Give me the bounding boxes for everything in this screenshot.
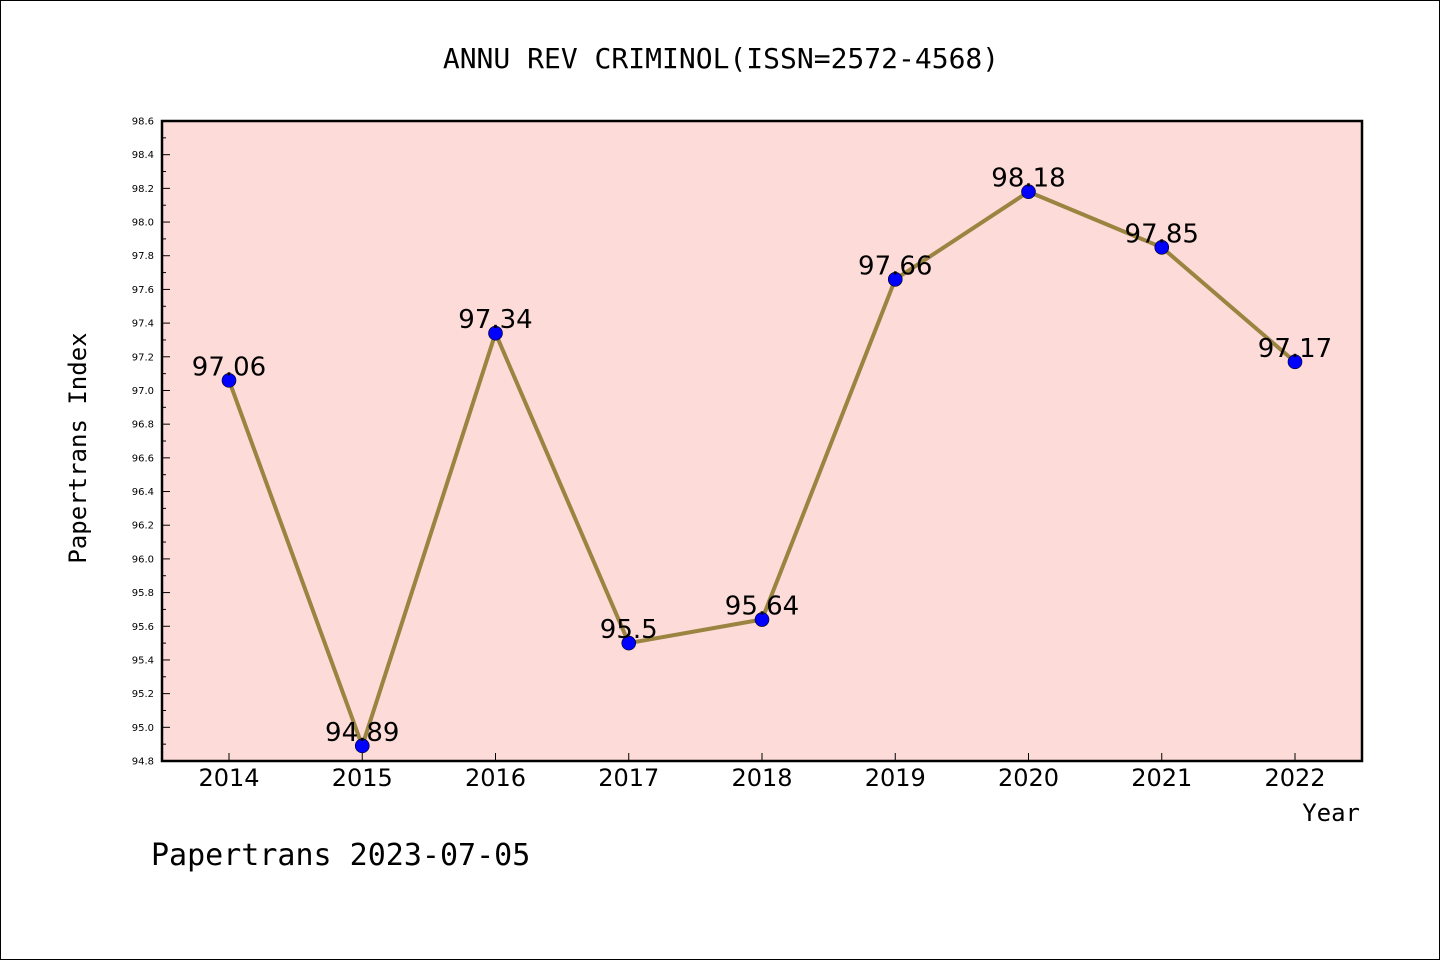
- data-point: [1154, 240, 1170, 255]
- y-tick-label: 94.8: [132, 757, 154, 768]
- data-point: [354, 738, 370, 754]
- y-tick-label: 98.6: [132, 117, 154, 128]
- x-tick-label: 2022: [1264, 764, 1325, 792]
- y-tick-label: 98.4: [132, 150, 154, 161]
- data-label: 94.89: [325, 718, 399, 748]
- x-tick-label: 2018: [731, 764, 792, 792]
- x-tick-label: 2016: [465, 764, 526, 792]
- plot-area: [162, 121, 1362, 761]
- data-label: 97.66: [858, 251, 932, 281]
- y-tick-label: 97.6: [132, 285, 154, 296]
- x-tick-label: 2021: [1131, 764, 1192, 792]
- y-tick-label: 97.4: [132, 319, 154, 330]
- y-axis: 94.8 95.0 95.2 95.4 95.6 95.8 96.0 96.2 96.4 96.6…: [132, 117, 170, 768]
- data-point: [1021, 184, 1036, 200]
- y-tick-label: 97.2: [132, 352, 154, 363]
- data-point: [221, 373, 237, 388]
- y-tick-label: 95.6: [132, 622, 154, 633]
- plot-border: [160, 119, 1364, 763]
- y-tick-label: 95.2: [132, 689, 154, 700]
- series-group: 97.06 94.89 97.34 95.5 95.64 97.66 98.18 97.85 9…: [192, 164, 1332, 754]
- y-tick-label: 95.8: [132, 588, 154, 599]
- data-point: [621, 635, 637, 651]
- x-tick-label: 2017: [598, 764, 659, 792]
- data-label: 97.85: [1125, 219, 1199, 249]
- data-label: 97.17: [1258, 334, 1332, 364]
- x-tick-label: 2020: [998, 764, 1059, 792]
- y-tick-label: 96.8: [132, 420, 154, 431]
- y-tick-label: 96.0: [132, 554, 154, 565]
- data-point: [488, 325, 503, 341]
- footer-text: Papertrans 2023-07-05: [151, 838, 530, 873]
- y-tick-label: 98.0: [132, 218, 154, 229]
- y-tick-label: 97.8: [132, 251, 154, 262]
- y-tick-label: 96.4: [132, 487, 154, 498]
- data-point: [1287, 354, 1303, 370]
- data-label: 97.34: [458, 305, 532, 335]
- data-label: 98.18: [991, 164, 1065, 194]
- x-axis: 2014 2015 2016 2017 2018 2019 2020 2021 2022: [198, 753, 1326, 792]
- x-tick-label: 2014: [198, 764, 259, 792]
- y-axis-label: Papertrans Index: [64, 332, 92, 563]
- y-tick-label: 98.2: [132, 184, 154, 195]
- data-label: 97.06: [192, 352, 266, 382]
- y-tick-label: 95.4: [132, 655, 154, 666]
- data-label: 95.64: [725, 592, 799, 622]
- y-tick-label: 96.2: [132, 521, 154, 532]
- data-label: 95.5: [600, 615, 658, 645]
- x-tick-label: 2015: [332, 764, 393, 792]
- data-point: [887, 272, 903, 287]
- y-tick-label: 97.0: [132, 386, 154, 397]
- x-tick-label: 2019: [865, 764, 926, 792]
- y-tick-label: 96.6: [132, 453, 154, 464]
- y-tick-label: 95.0: [132, 723, 154, 734]
- data-point: [754, 612, 770, 627]
- x-axis-label: Year: [1302, 799, 1360, 827]
- chart-title: ANNU REV CRIMINOL(ISSN=2572-4568): [443, 42, 999, 75]
